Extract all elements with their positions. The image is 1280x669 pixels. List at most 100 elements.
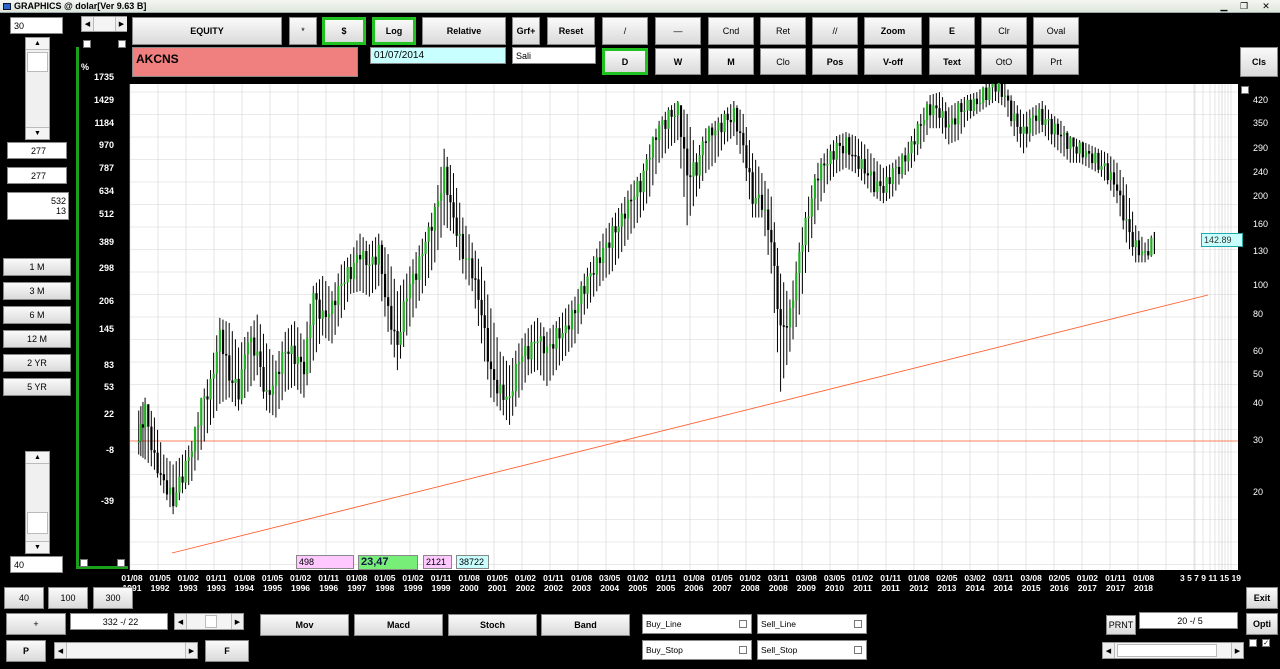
- v-off-button[interactable]: V-off: [864, 48, 922, 75]
- n300-button[interactable]: 300: [93, 587, 133, 609]
- parallel-button[interactable]: //: [812, 17, 858, 45]
- p-button[interactable]: P: [6, 640, 46, 662]
- equity-button[interactable]: EQUITY: [132, 17, 282, 45]
- sell-line-checkbox[interactable]: [854, 620, 862, 628]
- macd-button[interactable]: Macd: [354, 614, 443, 636]
- scroll-left-icon[interactable]: ◀: [55, 643, 67, 658]
- scroll-up-icon[interactable]: ▲: [26, 452, 49, 464]
- range-scrollbar[interactable]: ◀ ▶: [174, 613, 244, 630]
- symbol-field[interactable]: AKCNS: [132, 47, 358, 77]
- scroll-down-icon[interactable]: ▼: [26, 127, 49, 139]
- x-axis-tick: 03/11 2008: [764, 573, 792, 593]
- opti-checkbox-2[interactable]: ✓: [1262, 639, 1270, 647]
- scroll-thumb[interactable]: [1117, 644, 1217, 657]
- left-lower-scrollbar[interactable]: ▲ ▼: [25, 451, 50, 554]
- buy-line-checkbox[interactable]: [739, 620, 747, 628]
- scroll-left-icon[interactable]: ◀: [175, 614, 187, 629]
- text-button[interactable]: Text: [929, 48, 975, 75]
- period-button-3m[interactable]: 3 M: [3, 282, 71, 300]
- close-icon[interactable]: ✕: [1262, 1, 1270, 11]
- time-scrollbar[interactable]: ◀ ▶: [54, 642, 198, 659]
- oto-button[interactable]: OtO: [981, 48, 1027, 75]
- minimize-icon[interactable]: ▁: [1220, 1, 1228, 11]
- scroll-left-icon[interactable]: ◀: [1103, 643, 1115, 658]
- period-button-12m[interactable]: 12 M: [3, 330, 71, 348]
- left-upper-scrollbar[interactable]: ▲ ▼: [25, 37, 50, 140]
- grf-plus-button[interactable]: Grf+: [512, 17, 540, 45]
- scroll-right-icon[interactable]: ▶: [1231, 643, 1243, 658]
- price-bar: [371, 240, 374, 294]
- price-bar: [869, 153, 873, 193]
- sell-stop-checkbox[interactable]: [854, 646, 862, 654]
- band-button[interactable]: Band: [541, 614, 630, 636]
- sell-line-toggle[interactable]: Sell_Line: [757, 614, 867, 634]
- relative-button[interactable]: Relative: [422, 17, 506, 45]
- buy-stop-toggle[interactable]: Buy_Stop: [642, 640, 752, 660]
- daily-button[interactable]: D: [602, 48, 648, 75]
- prnt-button[interactable]: PRNT: [1106, 615, 1136, 635]
- scroll-right-icon[interactable]: ▶: [185, 643, 197, 658]
- horizontal-line-button[interactable]: —: [655, 17, 701, 45]
- prt-button[interactable]: Prt: [1033, 48, 1079, 75]
- log-button[interactable]: Log: [372, 17, 416, 45]
- f-button[interactable]: F: [205, 640, 249, 662]
- n40-button[interactable]: 40: [4, 587, 44, 609]
- line-draw-button[interactable]: /: [602, 17, 648, 45]
- day-field[interactable]: Sali: [512, 47, 596, 64]
- period-button-2yr[interactable]: 2 YR: [3, 354, 71, 372]
- period-button-5yr[interactable]: 5 YR: [3, 378, 71, 396]
- scroll-down-icon[interactable]: ▼: [26, 541, 49, 553]
- mov-button[interactable]: Mov: [260, 614, 349, 636]
- sell-stop-toggle[interactable]: Sell_Stop: [757, 640, 867, 660]
- nav-arrows[interactable]: ◀ ▶: [81, 16, 127, 32]
- e-button[interactable]: E: [929, 17, 975, 45]
- scroll-right-icon[interactable]: ▶: [231, 614, 243, 629]
- date-field[interactable]: 01/07/2014: [370, 47, 506, 64]
- ratio-field[interactable]: 20 -/ 5: [1139, 612, 1238, 629]
- opti-checkbox-1[interactable]: [1249, 639, 1257, 647]
- bar-body: [944, 111, 947, 128]
- star-button[interactable]: *: [289, 17, 317, 45]
- oval-button[interactable]: Oval: [1033, 17, 1079, 45]
- nav-left-icon[interactable]: ◀: [82, 17, 94, 31]
- maximize-icon[interactable]: ❐: [1239, 1, 1249, 11]
- clo-button[interactable]: Clo: [760, 48, 806, 75]
- scroll-up-icon[interactable]: ▲: [26, 38, 49, 50]
- scroll-thumb[interactable]: [27, 512, 48, 534]
- bottom-value-field[interactable]: 40: [10, 556, 63, 573]
- weekly-button[interactable]: W: [655, 48, 701, 75]
- dollar-button[interactable]: $: [322, 17, 366, 45]
- bottom-left-checkbox[interactable]: [80, 559, 88, 567]
- exit-button[interactable]: Exit: [1246, 587, 1278, 609]
- close-chart-button[interactable]: Cls: [1240, 47, 1278, 77]
- buy-line-toggle[interactable]: Buy_Line: [642, 614, 752, 634]
- buy-stop-checkbox[interactable]: [739, 646, 747, 654]
- range-field[interactable]: 332 -/ 22: [70, 613, 168, 630]
- chart-corner-checkbox[interactable]: [1241, 86, 1249, 94]
- top-left-checkbox[interactable]: [83, 40, 91, 48]
- zoom-button[interactable]: Zoom: [864, 17, 922, 45]
- period-button-6m[interactable]: 6 M: [3, 306, 71, 324]
- nav-right-icon[interactable]: ▶: [115, 17, 127, 31]
- scroll-thumb[interactable]: [205, 615, 217, 628]
- opti-button[interactable]: Opti: [1246, 613, 1278, 635]
- bottom-right-checkbox[interactable]: [117, 559, 125, 567]
- pos-button[interactable]: Pos: [812, 48, 858, 75]
- n100-button[interactable]: 100: [48, 587, 88, 609]
- top-right-checkbox[interactable]: [118, 40, 126, 48]
- ret-button[interactable]: Ret: [760, 17, 806, 45]
- price-bar: [863, 144, 866, 185]
- price-bar: [427, 222, 430, 279]
- bottom-right-scrollbar[interactable]: ◀ ▶: [1102, 642, 1244, 659]
- clr-button[interactable]: Clr: [981, 17, 1027, 45]
- reset-button[interactable]: Reset: [547, 17, 595, 45]
- cnd-button[interactable]: Cnd: [708, 17, 754, 45]
- period-button-1m[interactable]: 1 M: [3, 258, 71, 276]
- plus-button[interactable]: +: [6, 613, 66, 635]
- bar-body: [739, 131, 742, 133]
- top-value-field[interactable]: 30: [10, 17, 63, 34]
- scroll-thumb[interactable]: [27, 52, 48, 72]
- stoch-button[interactable]: Stoch: [448, 614, 537, 636]
- monthly-button[interactable]: M: [708, 48, 754, 75]
